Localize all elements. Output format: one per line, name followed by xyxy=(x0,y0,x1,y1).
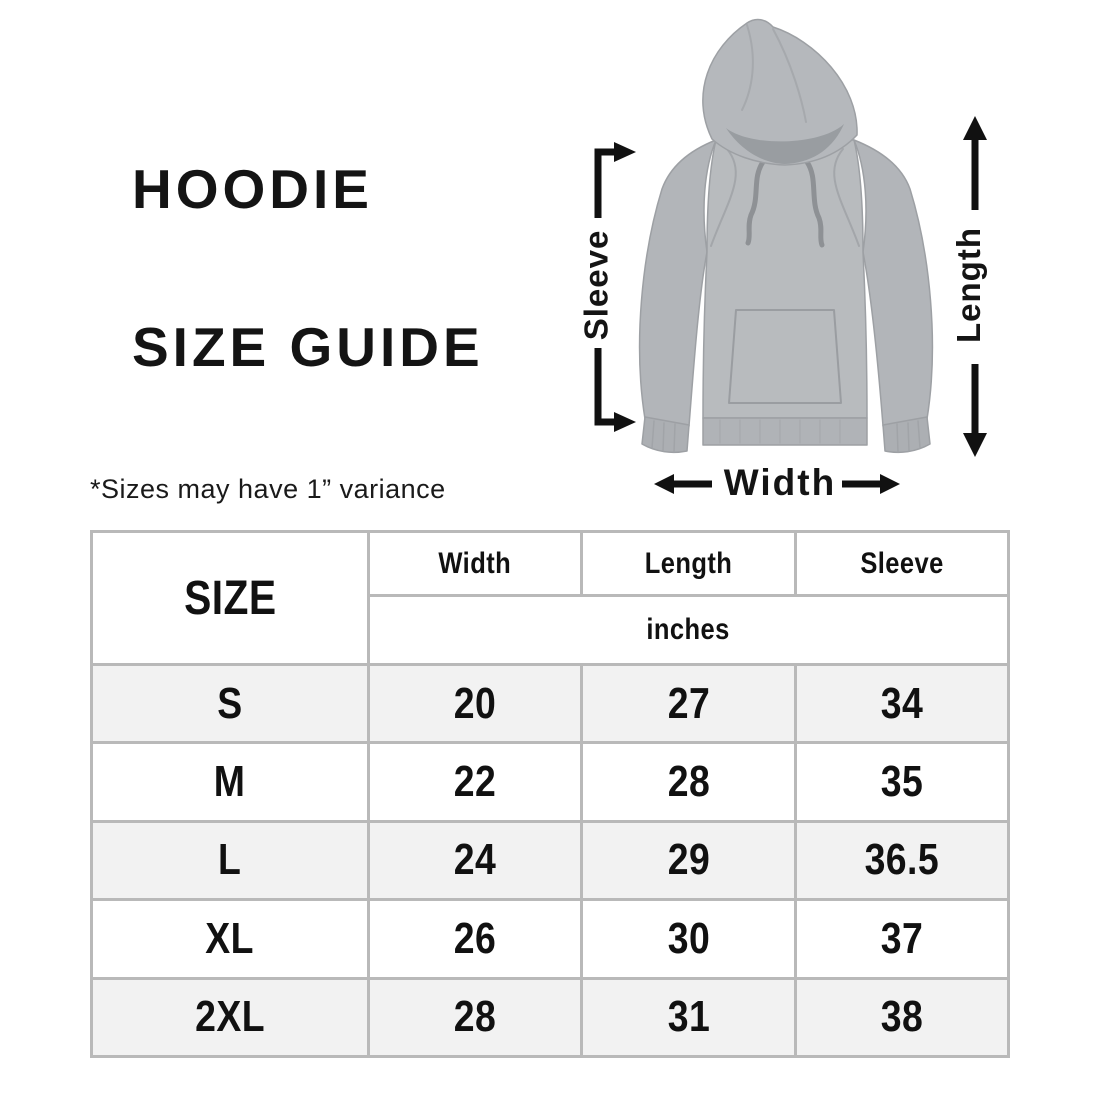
cell-text: 38 xyxy=(880,992,924,1042)
table-header-unit: inches xyxy=(370,597,1007,663)
table-row-s-sleeve: 34 xyxy=(796,666,1007,742)
table-header-sleeve-text: Sleeve xyxy=(860,546,944,580)
cell-text: 30 xyxy=(667,913,710,963)
cell-text: 22 xyxy=(453,757,497,807)
table-row-m-width: 22 xyxy=(370,744,581,820)
table-row-s-size: S xyxy=(93,666,367,742)
variance-note: *Sizes may have 1” variance xyxy=(90,474,446,504)
cell-text: 27 xyxy=(667,678,710,728)
cell-text: 31 xyxy=(667,992,710,1042)
page-title: HOODIE SIZE GUIDE xyxy=(132,150,484,387)
table-row-xl-size: XL xyxy=(93,901,367,977)
page-title-line1: HOODIE xyxy=(132,158,373,220)
cell-text: 2XL xyxy=(195,992,265,1042)
table-row-m-length: 28 xyxy=(583,744,794,820)
table-row-l-size: L xyxy=(93,822,367,899)
cell-text: 29 xyxy=(667,835,710,885)
sleeve-label: Sleeve xyxy=(576,218,616,352)
cell-text: 24 xyxy=(453,835,497,885)
sleeve-label-text: Sleeve xyxy=(577,229,614,341)
table-header-length: Length xyxy=(583,533,794,594)
cell-text: M xyxy=(214,757,246,807)
cell-text: 20 xyxy=(453,678,497,728)
table-row-xl-width: 26 xyxy=(370,901,581,977)
width-label-text: Width xyxy=(723,462,837,503)
table-row-l-sleeve: 36.5 xyxy=(796,822,1007,899)
table-row-l-width: 24 xyxy=(370,822,581,899)
sleeve-arrow-icon xyxy=(594,142,636,432)
table-row-2xl-sleeve: 38 xyxy=(796,979,1007,1055)
size-table: SIZE Width Length Sleeve inches S 20 27 … xyxy=(90,530,1010,1058)
table-header-sleeve: Sleeve xyxy=(796,533,1007,594)
table-header-unit-text: inches xyxy=(646,613,731,646)
table-row-2xl-width: 28 xyxy=(370,979,581,1055)
table-row-2xl-size: 2XL xyxy=(93,979,367,1055)
table-header-length-text: Length xyxy=(644,546,733,580)
cell-text: 28 xyxy=(453,992,497,1042)
width-arrow-icon xyxy=(654,474,900,494)
length-label: Length xyxy=(949,212,989,358)
table-row-s-width: 20 xyxy=(370,666,581,742)
table-row-s-length: 27 xyxy=(583,666,794,742)
table-row-m-sleeve: 35 xyxy=(796,744,1007,820)
length-label-text: Length xyxy=(950,227,988,343)
length-arrow-icon xyxy=(963,116,987,457)
table-row-2xl-length: 31 xyxy=(583,979,794,1055)
cell-text: 26 xyxy=(453,913,497,963)
table-row-m-size: M xyxy=(93,744,367,820)
page-title-line2: SIZE GUIDE xyxy=(132,316,484,378)
table-header-width-text: Width xyxy=(438,546,512,580)
width-label: Width xyxy=(700,462,860,504)
cell-text: 34 xyxy=(880,678,924,728)
table-row-xl-length: 30 xyxy=(583,901,794,977)
cell-text: S xyxy=(217,678,243,728)
cell-text: L xyxy=(218,835,242,885)
table-header-width: Width xyxy=(370,533,581,594)
cell-text: 37 xyxy=(880,913,924,963)
table-row-l-length: 29 xyxy=(583,822,794,899)
cell-text: 36.5 xyxy=(864,835,940,885)
table-row-xl-sleeve: 37 xyxy=(796,901,1007,977)
cell-text: 35 xyxy=(880,757,924,807)
cell-text: 28 xyxy=(667,757,710,807)
table-header-size: SIZE xyxy=(93,533,367,663)
cell-text: XL xyxy=(205,913,255,963)
hoodie-image xyxy=(638,18,934,454)
table-header-size-text: SIZE xyxy=(183,571,277,625)
